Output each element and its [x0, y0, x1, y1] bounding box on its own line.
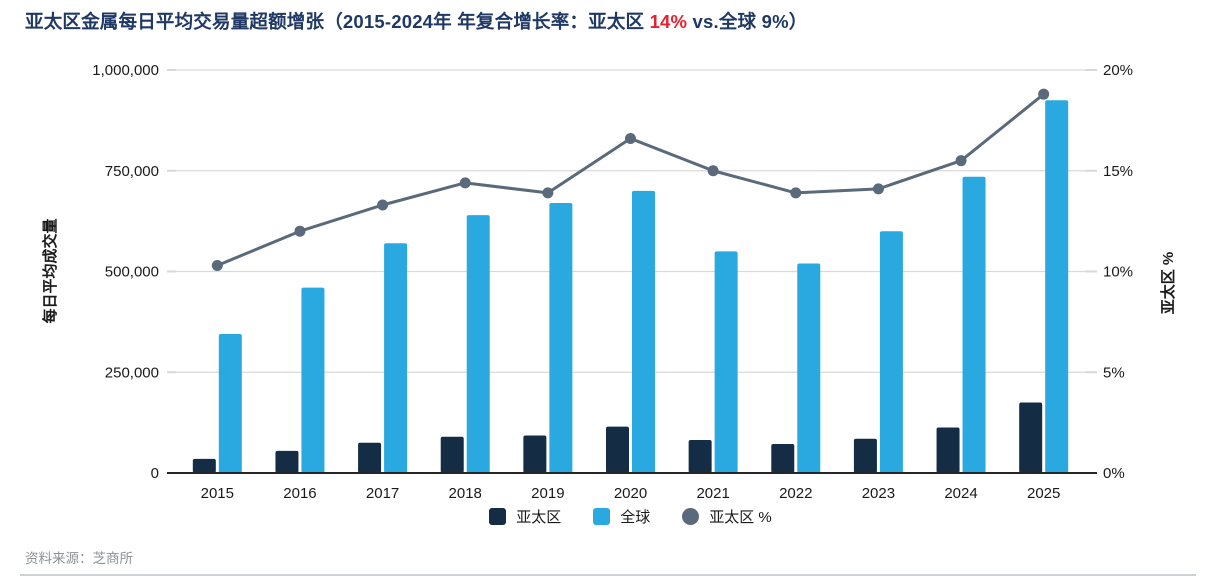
bar-global-2022	[797, 263, 821, 473]
apac-pct-point-2020	[625, 133, 636, 145]
apac-pct-point-2018	[459, 177, 471, 189]
x-axis-tick-label: 2016	[283, 485, 316, 502]
bar-global-2017	[384, 243, 408, 473]
apac-swatch-icon	[489, 508, 507, 525]
y-axis-left-tick-label: 750,000	[105, 163, 159, 180]
apac-pct-line	[215, 92, 1046, 267]
apac-pct-point-2016	[294, 225, 306, 237]
source-note: 资料来源：芝商所	[25, 551, 133, 566]
chart-title-highlight: 14%	[649, 11, 688, 32]
bar-global-2021	[714, 251, 738, 473]
x-axis-tick-label: 2022	[779, 485, 812, 502]
y-axis-left-tick-label: 0	[151, 465, 159, 482]
y-axis-left-tick-label: 500,000	[105, 264, 159, 281]
y-axis-right-tick-label: 5%	[1103, 364, 1125, 381]
legend-item-apac: 亚太区	[489, 506, 561, 527]
bar-global-2020	[632, 190, 655, 473]
bar-apac-2024	[936, 427, 960, 473]
apac-pct-swatch-icon	[682, 508, 700, 525]
y-axis-right-tick-label: 15%	[1103, 163, 1133, 180]
bottom-divider	[20, 574, 1196, 576]
x-axis-tick-label: 2021	[696, 485, 729, 502]
bar-apac-2015	[192, 458, 216, 473]
y-axis-left-title: 每日平均成交量	[41, 218, 59, 323]
legend-label-global: 全球	[620, 509, 651, 526]
y-axis-right-tick-label: 0%	[1103, 465, 1125, 482]
x-axis-tick-label: 2019	[531, 485, 564, 502]
bar-apac-2020	[606, 426, 629, 473]
bar-global-2019	[549, 202, 573, 474]
legend-item-global: 全球	[593, 506, 650, 527]
bar-apac-2019	[523, 435, 547, 473]
x-axis-tick-label: 2020	[614, 485, 647, 502]
chart-legend: 亚太区 全球 亚太区 %	[176, 506, 1085, 527]
apac-pct-point-2025	[1038, 88, 1050, 100]
bar-apac-2017	[358, 442, 382, 473]
bar-global-2015	[218, 333, 242, 473]
chart-title-text: 亚太区金属每日平均交易量超额增张（2015-2024年 年复合增长率：亚太区	[25, 11, 650, 32]
chart-title: 亚太区金属每日平均交易量超额增张（2015-2024年 年复合增长率：亚太区 1…	[25, 8, 807, 34]
apac-pct-point-2019	[542, 187, 554, 199]
bar-apac-2016	[275, 450, 299, 473]
bar-apac-2021	[688, 439, 712, 473]
bar-apac-2025	[1019, 402, 1043, 473]
y-axis-right-title: 亚太区 %	[1159, 252, 1177, 315]
y-axis-right-tick-label: 10%	[1103, 264, 1133, 281]
apac-pct-point-2015	[211, 259, 223, 271]
apac-pct-point-2021	[707, 165, 719, 177]
apac-pct-point-2022	[790, 187, 802, 199]
bar-apac-2023	[853, 438, 877, 473]
x-axis-tick-label: 2023	[862, 485, 895, 502]
apac-pct-point-2017	[377, 199, 389, 211]
y-axis-left-tick-label: 250,000	[105, 364, 159, 381]
chart-title-suffix: vs.全球 9%）	[687, 11, 808, 32]
apac-pct-point-2024	[955, 155, 967, 167]
bar-global-2018	[466, 215, 490, 473]
legend-item-apac-pct: 亚太区 %	[682, 506, 772, 527]
bar-apac-2022	[771, 443, 795, 473]
x-axis-tick-label: 2017	[366, 485, 399, 502]
bar-apac-2018	[440, 436, 464, 473]
x-axis-tick-label: 2015	[201, 485, 234, 502]
bar-global-2016	[301, 287, 325, 473]
x-axis-tick-label: 2024	[944, 485, 977, 502]
legend-label-apac: 亚太区	[516, 509, 562, 526]
x-axis-tick-label: 2025	[1027, 485, 1060, 502]
y-axis-right-tick-label: 20%	[1103, 62, 1133, 79]
x-axis-tick-label: 2018	[449, 485, 482, 502]
y-axis-left-tick-label: 1,000,000	[92, 62, 159, 79]
legend-label-apac-pct: 亚太区 %	[709, 509, 772, 526]
bar-global-2023	[879, 231, 903, 473]
global-swatch-icon	[593, 508, 611, 525]
bar-global-2024	[962, 176, 986, 474]
bar-global-2025	[1045, 100, 1069, 473]
apac-pct-point-2023	[872, 183, 884, 195]
